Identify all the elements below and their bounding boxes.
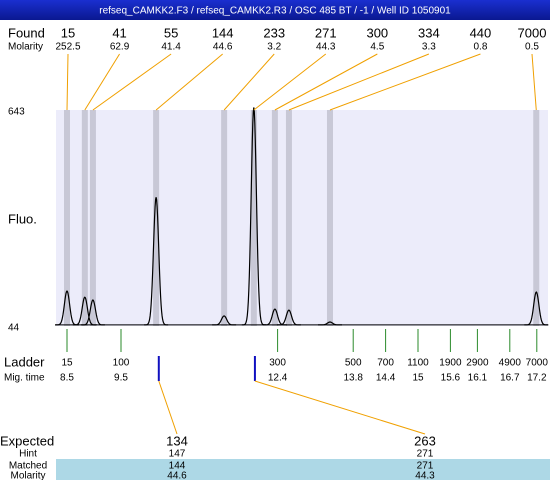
trace-peak	[262, 308, 287, 326]
peak-band	[89, 110, 96, 326]
ladder-size: 4900	[499, 358, 522, 369]
ladder-mig-time: 8.5	[60, 373, 74, 384]
ladder-size: 300	[269, 358, 286, 369]
found-size: 233	[263, 25, 285, 40]
peak-band	[250, 110, 257, 326]
ladder-mig-time: 13.8	[343, 373, 363, 384]
found-connector	[155, 53, 223, 111]
peak-band	[221, 110, 228, 326]
found-connector	[329, 53, 481, 111]
found-connector	[223, 53, 275, 111]
ladder-mig-time: 12.4	[268, 373, 288, 384]
hint-value: 271	[417, 449, 434, 460]
peak-band	[271, 110, 278, 326]
ladder-size: 2900	[466, 358, 489, 369]
found-molarity: 252.5	[55, 42, 80, 53]
found-connector	[253, 53, 327, 111]
found-size: 271	[315, 25, 337, 40]
plot-area	[56, 110, 548, 326]
found-size: 15	[61, 25, 75, 40]
ladder-mig-time: 16.7	[500, 373, 520, 384]
trace-peak	[80, 299, 105, 326]
expected-connector	[254, 380, 426, 435]
peak-band	[533, 110, 540, 326]
ladder-size: 500	[345, 358, 362, 369]
ladder-size: 1100	[407, 358, 429, 369]
ladder-size: 7000	[526, 358, 549, 369]
trace-peak	[212, 315, 237, 326]
found-molarity: 44.3	[316, 42, 336, 53]
matched-label: Matched	[9, 461, 47, 472]
found-molarity: 44.6	[213, 42, 233, 53]
found-connector	[274, 53, 378, 111]
ladder-size: 15	[61, 358, 73, 369]
matched-value: 144	[169, 461, 186, 472]
ladder-label: Ladder	[4, 354, 45, 369]
expected-label: Expected	[0, 433, 54, 448]
found-molarity-label: Molarity	[8, 42, 43, 53]
trace-peak	[144, 197, 169, 326]
ladder-mig-time: 16.1	[468, 373, 488, 384]
trace-peak	[318, 321, 342, 326]
molarity-label: Molarity	[10, 471, 45, 480]
found-size: 7000	[518, 25, 547, 40]
y-tick-label: 44	[8, 323, 20, 334]
found-molarity: 3.3	[422, 42, 436, 53]
found-molarity: 41.4	[161, 42, 181, 53]
hint-value: 147	[169, 449, 186, 460]
found-molarity: 0.8	[473, 42, 487, 53]
ladder-mig-time: 15	[412, 373, 424, 384]
title: refseq_CAMKK2.F3 / refseq_CAMKK2.R3 / OS…	[99, 6, 451, 17]
ladder-size: 100	[113, 358, 130, 369]
y-tick-label: 643	[8, 107, 25, 118]
found-molarity: 0.5	[525, 42, 539, 53]
ladder-mig-time: 17.2	[527, 373, 547, 384]
found-label: Found	[8, 25, 45, 40]
matched-value: 271	[417, 461, 434, 472]
trace-peak	[276, 309, 301, 326]
molarity-value: 44.6	[167, 471, 187, 480]
found-size: 144	[212, 25, 234, 40]
found-connector	[288, 53, 430, 111]
trace-peak	[72, 296, 97, 326]
matched-background	[56, 459, 550, 480]
expected-size: 134	[166, 433, 188, 448]
peak-band	[285, 110, 292, 326]
ladder-mig-time: 14.4	[376, 373, 396, 384]
hint-label: Hint	[19, 449, 37, 460]
peak-band	[153, 110, 160, 326]
found-connector	[84, 53, 120, 111]
expected-connector	[158, 380, 178, 435]
ladder-mig-time: 15.6	[441, 373, 461, 384]
peak-band	[81, 110, 88, 326]
expected-size: 263	[414, 433, 436, 448]
trace-peak	[241, 107, 266, 326]
found-molarity: 3.2	[267, 42, 281, 53]
found-size: 440	[470, 25, 492, 40]
found-size: 55	[164, 25, 178, 40]
molarity-value: 44.3	[415, 471, 435, 480]
found-size: 41	[112, 25, 126, 40]
ladder-size: 1900	[439, 358, 462, 369]
found-connector	[92, 53, 172, 111]
found-size: 334	[418, 25, 440, 40]
found-size: 300	[366, 25, 388, 40]
found-connector	[66, 53, 69, 111]
y-label: Fluo.	[8, 211, 37, 226]
ladder-size: 700	[377, 358, 394, 369]
trace-peak	[524, 291, 549, 326]
title-bar	[0, 0, 550, 20]
found-connector	[531, 53, 537, 111]
peak-band	[326, 110, 333, 326]
found-molarity: 62.9	[110, 42, 130, 53]
mig-time-label: Mig. time	[4, 373, 45, 384]
ladder-mig-time: 9.5	[114, 373, 128, 384]
peak-band	[64, 110, 70, 326]
found-molarity: 4.5	[370, 42, 384, 53]
